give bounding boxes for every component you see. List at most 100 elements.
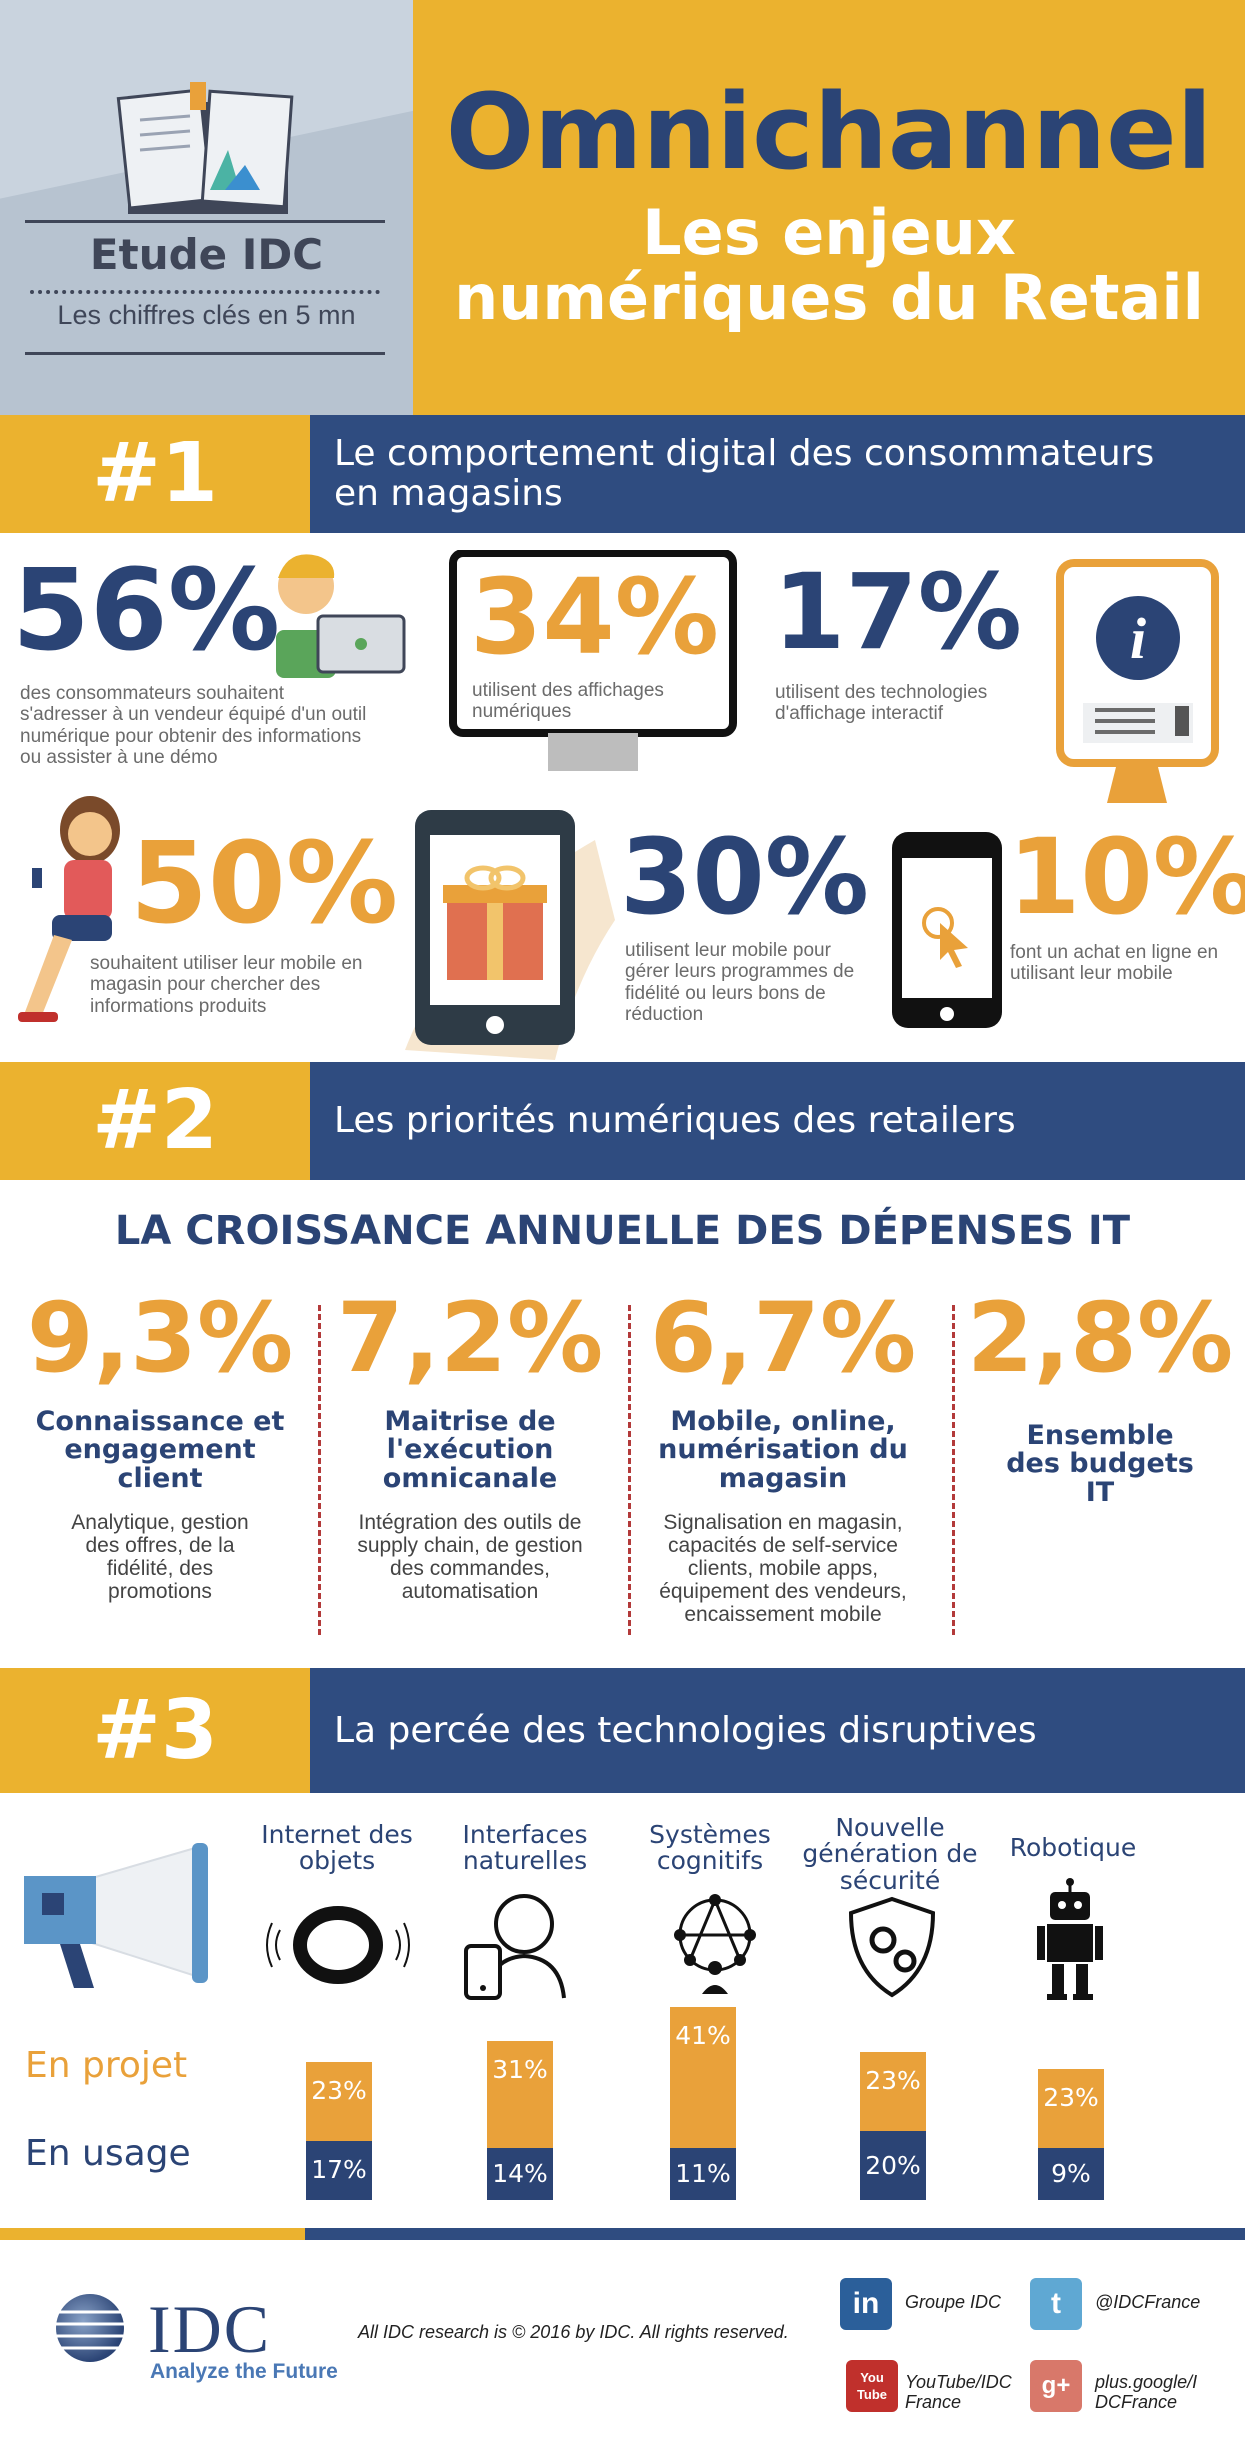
subtitle-line-1: Les enjeux xyxy=(642,196,1016,269)
section-1-number: #1 xyxy=(0,415,310,533)
study-title: Etude IDC xyxy=(89,230,324,279)
spend-column-3: 6,7% Mobile, online, numérisation du mag… xyxy=(633,1290,933,1627)
bar-en-usage: 9% xyxy=(1038,2148,1104,2200)
salesperson-laptop-icon xyxy=(276,554,406,678)
section-3-number: #3 xyxy=(0,1668,310,1793)
spend-text: Intégration des outils de supply chain, … xyxy=(357,1511,583,1604)
section-1-title: Le comportement digital des consommateur… xyxy=(310,415,1245,533)
youtube-link[interactable]: YouTube/IDC France xyxy=(905,2372,1012,2413)
spend-column-2: 7,2% Maitrise de l'exécution omnicanale … xyxy=(320,1290,620,1603)
spend-column-1: 9,3% Connaissance et engagement client A… xyxy=(10,1290,310,1603)
stat-17-text: utilisent des technologies d'affichage i… xyxy=(775,682,988,725)
stat-50: 50% xyxy=(130,819,399,949)
copyright-notice: All IDC research is © 2016 by IDC. All r… xyxy=(358,2322,789,2342)
header-right-panel xyxy=(413,0,1245,415)
megaphone-icon xyxy=(24,1843,208,1988)
section-3-title: La percée des technologies disruptives xyxy=(310,1668,1245,1793)
info-letter: i xyxy=(1130,606,1146,671)
legend-en-usage: En usage xyxy=(25,2133,191,2174)
tech-label-line: naturelles xyxy=(462,1846,588,1876)
smart-ring-icon xyxy=(266,1906,410,1984)
divider-line xyxy=(25,352,385,355)
column-divider xyxy=(628,1305,631,1635)
tech-label-line: Internet des xyxy=(261,1820,413,1849)
footer-rule-gold xyxy=(0,2228,305,2240)
spend-title: Mobile, online, numérisation du magasin xyxy=(658,1406,908,1494)
book-chart-icon xyxy=(116,82,294,214)
googleplus-link-line-1: plus.google/I xyxy=(1095,2372,1198,2392)
woman-phone-icon xyxy=(18,796,120,1022)
tech-label-robotics: Robotique xyxy=(983,1833,1163,1862)
spend-value: 9,3% xyxy=(26,1282,294,1394)
bar-en-usage: 20% xyxy=(860,2131,926,2200)
page-title: Omnichannel xyxy=(445,71,1213,193)
tech-label-line: objets xyxy=(298,1846,376,1876)
stat-30: 30% xyxy=(620,816,869,938)
stat-56-text: des consommateurs souhaitent s'adresser … xyxy=(20,683,367,768)
stat-56: 56% xyxy=(12,546,281,676)
tech-label-iot: Internet des objets xyxy=(247,1820,427,1876)
youtube-icon[interactable]: You Tube xyxy=(846,2360,898,2412)
spend-value: 2,8% xyxy=(966,1282,1234,1394)
linkedin-link[interactable]: Groupe IDC xyxy=(905,2292,1002,2312)
googleplus-icon[interactable]: g+ xyxy=(1030,2360,1082,2412)
dotted-divider xyxy=(30,290,380,294)
idc-tagline: Analyze the Future xyxy=(150,2360,338,2383)
stat-34-text: utilisent des affichages numériques xyxy=(472,680,664,723)
spend-value: 7,2% xyxy=(336,1282,604,1394)
stat-30-text: utilisent leur mobile pour gérer leurs p… xyxy=(625,940,855,1025)
security-shield-icon xyxy=(848,1896,936,1998)
section-2-number: #2 xyxy=(0,1062,310,1180)
robot-icon xyxy=(1037,1878,1103,2000)
bar-en-usage: 17% xyxy=(306,2141,372,2200)
linkedin-icon[interactable]: in xyxy=(840,2278,892,2330)
stat-17: 17% xyxy=(773,551,1022,673)
tablet-gift-icon xyxy=(405,810,615,1060)
tech-label-line: sécurité xyxy=(839,1865,941,1895)
spend-column-4: 2,8% Ensemble des budgets IT xyxy=(955,1290,1245,1507)
spend-text: Analytique, gestion des offres, de la fi… xyxy=(71,1511,249,1604)
person-device-icon xyxy=(464,1894,566,2000)
tech-label-line: cognitifs xyxy=(656,1846,764,1876)
spend-value: 6,7% xyxy=(649,1282,917,1394)
subtitle-line-2: numériques du Retail xyxy=(454,261,1204,335)
twitter-icon[interactable]: t xyxy=(1030,2278,1082,2330)
tech-label-line: Nouvelle xyxy=(835,1813,945,1842)
section-1-title-line-2: en magasins xyxy=(334,473,563,514)
tech-label-line: génération de xyxy=(802,1839,978,1869)
footer-rule-blue xyxy=(305,2228,1245,2240)
bar-en-usage: 14% xyxy=(487,2148,553,2200)
spend-title: Connaissance et engagement client xyxy=(35,1406,285,1494)
youtube-link-line-2: France xyxy=(905,2391,962,2412)
tech-label-security: Nouvelle génération de sécurité xyxy=(800,1813,980,1895)
tech-label-natural-interfaces: Interfaces naturelles xyxy=(435,1820,615,1876)
stat-50-text: souhaitent utiliser leur mobile en magas… xyxy=(90,953,363,1017)
tech-label-line: Robotique xyxy=(1009,1833,1137,1862)
googleplus-link[interactable]: plus.google/I DCFrance xyxy=(1095,2372,1198,2413)
section-2-title: Les priorités numériques des retailers xyxy=(310,1062,1245,1180)
bar-en-usage: 11% xyxy=(670,2148,736,2200)
bar-en-projet: 23% xyxy=(860,2051,926,2131)
digital-screen-icon xyxy=(449,550,737,771)
googleplus-link-line-2: DCFrance xyxy=(1095,2391,1178,2412)
bar-en-projet: 23% xyxy=(1038,2068,1104,2148)
stat-10-text: font un achat en ligne en utilisant leur… xyxy=(1010,942,1219,985)
bar-en-projet: 41% xyxy=(670,2006,736,2148)
bar-en-projet: 23% xyxy=(306,2062,372,2142)
youtube-link-line-1: YouTube/IDC xyxy=(905,2372,1012,2392)
idc-globe-icon xyxy=(35,2294,145,2362)
tech-label-line: Interfaces xyxy=(462,1820,588,1849)
neural-network-icon xyxy=(674,1894,756,1994)
stat-34: 34% xyxy=(470,556,719,678)
divider-line xyxy=(25,220,385,223)
spend-text: Signalisation en magasin, capacités de s… xyxy=(659,1511,907,1627)
it-spending-heading: LA CROISSANCE ANNUELLE DES DÉPENSES IT xyxy=(114,1208,1131,1254)
twitter-link[interactable]: @IDCFrance xyxy=(1095,2292,1201,2312)
column-divider xyxy=(318,1305,321,1635)
spend-title: Ensemble des budgets IT xyxy=(1006,1420,1194,1508)
section-1-title-line-1: Le comportement digital des consommateur… xyxy=(334,433,1155,475)
idc-logo-text: IDC xyxy=(148,2291,272,2367)
column-divider xyxy=(952,1305,955,1635)
stat-10: 10% xyxy=(1008,816,1245,938)
smartphone-touch-icon xyxy=(892,832,1002,1028)
